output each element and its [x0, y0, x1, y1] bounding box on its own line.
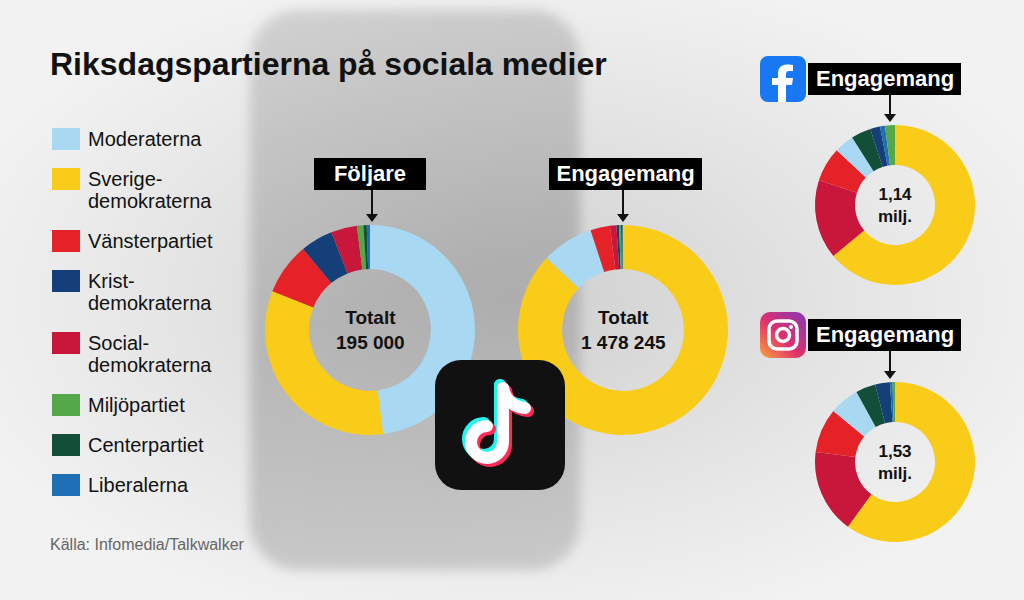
html-text:Krist-: Krist- — [88, 270, 135, 292]
html-text:demokraterna: demokraterna — [88, 292, 212, 314]
html-text:Centerpartiet: Centerpartiet — [88, 434, 204, 456]
html-text:Riksdagspartierna på sociala m: Riksdagspartierna på sociala medier — [50, 46, 607, 82]
svg-text:Totalt195 000: Totalt195 000 — [336, 307, 405, 353]
html-text:Liberalerna: Liberalerna — [88, 474, 189, 496]
html-text:demokraterna: demokraterna — [88, 190, 212, 212]
html-text:Engagemang: Engagemang — [556, 161, 695, 186]
svg-text:1,53milj.: 1,53milj. — [878, 442, 912, 483]
html-text:Social-: Social- — [88, 332, 150, 354]
html-text:Följare: Följare — [333, 161, 407, 186]
html-text:Källa: Infomedia/Talkwalker: Källa: Infomedia/Talkwalker — [50, 536, 244, 553]
html-text:Engagemang: Engagemang — [816, 322, 955, 347]
html-text:Sverige-: Sverige- — [88, 168, 163, 190]
html-text:demokraterna: demokraterna — [88, 354, 212, 376]
html-text:Moderaterna: Moderaterna — [88, 128, 202, 150]
html-text:Miljöpartiet: Miljöpartiet — [88, 394, 185, 416]
svg-text:1,14milj.: 1,14milj. — [878, 185, 912, 226]
html-text:Engagemang: Engagemang — [816, 66, 955, 91]
html-text:Vänsterpartiet: Vänsterpartiet — [88, 230, 213, 252]
svg-text:Totalt1 478 245: Totalt1 478 245 — [581, 307, 666, 353]
